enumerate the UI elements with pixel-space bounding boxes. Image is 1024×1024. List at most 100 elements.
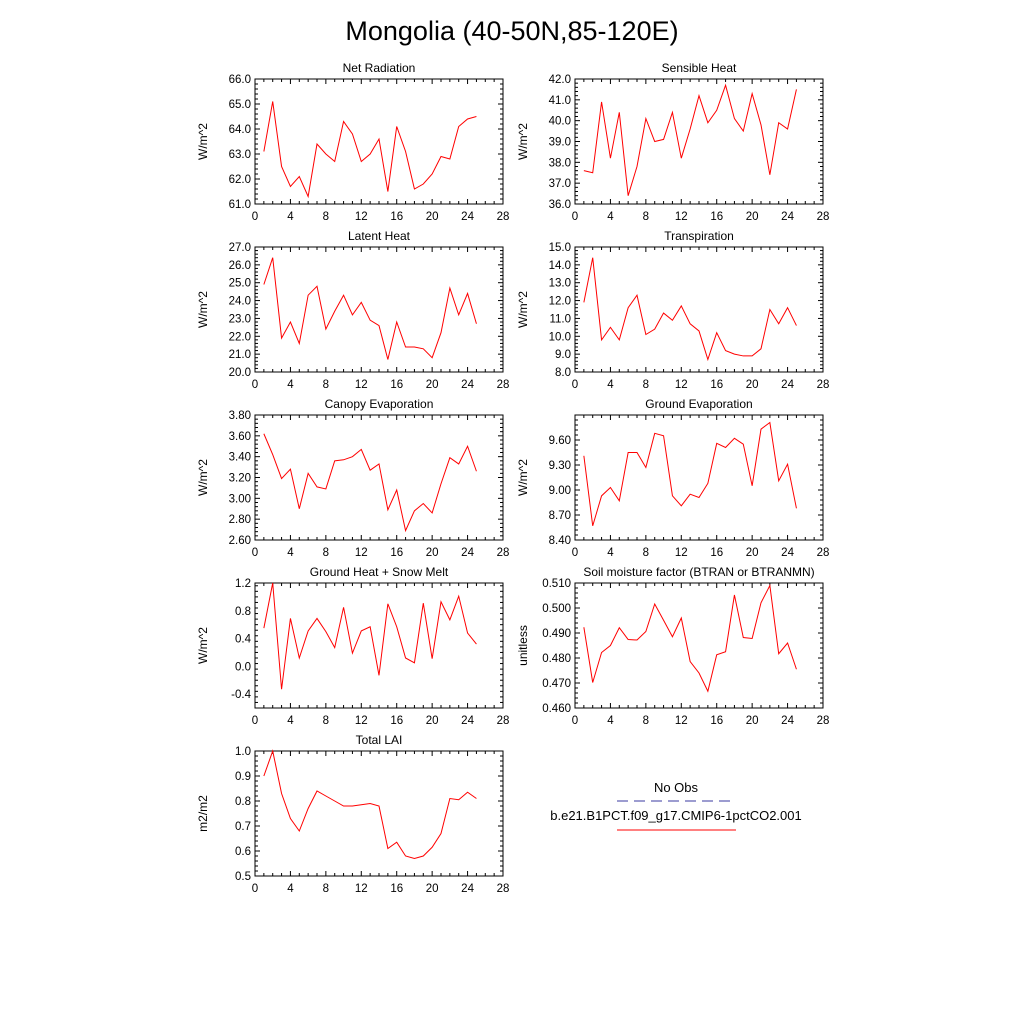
legend-label-no-obs: No Obs xyxy=(654,780,699,795)
x-tick-label: 8 xyxy=(323,211,329,223)
data-point xyxy=(786,306,789,309)
x-tick-label: 24 xyxy=(461,883,474,895)
x-tick-label: 4 xyxy=(287,715,294,727)
panel-title: Transpiration xyxy=(664,229,734,243)
y-tick-label: 37.0 xyxy=(549,178,571,190)
data-point xyxy=(386,358,389,361)
data-point xyxy=(315,285,318,288)
data-point xyxy=(307,629,310,632)
data-point xyxy=(457,313,460,316)
data-point xyxy=(715,653,718,656)
x-tick-label: 28 xyxy=(497,547,510,559)
panel-9: Total LAI 0 4 8 12 16 20 24 28 0.5 0.6 0.7 0.8 0.9 1.0… xyxy=(196,733,509,895)
x-tick-label: 0 xyxy=(252,547,258,559)
x-tick-label: 8 xyxy=(643,211,649,223)
y-tick-label: 39.0 xyxy=(549,137,571,149)
data-point xyxy=(333,160,336,163)
data-point xyxy=(377,674,380,677)
panel-6: Ground Evaporation 0 4 8 12 16 20 24 28 8.40 8.70 9… xyxy=(516,397,829,559)
data-point xyxy=(342,294,345,297)
x-tick-label: 12 xyxy=(355,379,368,391)
data-point xyxy=(742,129,745,132)
data-point xyxy=(271,100,274,103)
data-point xyxy=(759,347,762,350)
series-line xyxy=(583,257,797,362)
data-point xyxy=(591,524,594,527)
data-point xyxy=(627,194,630,197)
x-tick-label: 20 xyxy=(426,211,439,223)
data-point xyxy=(315,485,318,488)
data-point xyxy=(280,688,283,691)
data-point xyxy=(653,432,656,435)
data-point xyxy=(271,256,274,259)
data-point xyxy=(768,173,771,176)
y-tick-label: 40.0 xyxy=(549,116,571,128)
x-tick-label: 12 xyxy=(675,715,688,727)
y-tick-label: 3.60 xyxy=(229,431,251,443)
data-point xyxy=(627,451,630,454)
x-tick-label: 28 xyxy=(817,379,830,391)
y-tick-label: 9.0 xyxy=(555,349,571,361)
data-point xyxy=(360,301,363,304)
data-point xyxy=(609,644,612,647)
data-point xyxy=(680,504,683,507)
data-point xyxy=(475,797,478,800)
data-point xyxy=(324,487,327,490)
y-tick-label: 9.60 xyxy=(549,435,571,447)
data-point xyxy=(439,331,442,334)
data-point xyxy=(751,484,754,487)
series-line xyxy=(263,582,477,690)
x-tick-label: 8 xyxy=(643,715,649,727)
data-point xyxy=(706,121,709,124)
y-tick-label: 25.0 xyxy=(229,278,251,290)
data-point xyxy=(386,847,389,850)
data-point xyxy=(351,455,354,458)
x-tick-label: 20 xyxy=(426,883,439,895)
x-tick-label: 28 xyxy=(817,211,830,223)
y-tick-label: 42.0 xyxy=(549,74,571,86)
y-tick-label: 9.30 xyxy=(549,460,571,472)
data-point xyxy=(262,283,265,286)
y-tick-label: 8.40 xyxy=(549,535,571,547)
x-tick-label: 28 xyxy=(497,211,510,223)
data-point xyxy=(777,479,780,482)
x-tick-label: 20 xyxy=(426,715,439,727)
data-point xyxy=(386,190,389,193)
y-tick-label: 66.0 xyxy=(229,74,251,86)
x-tick-label: 20 xyxy=(426,547,439,559)
y-tick-label: 0.5 xyxy=(235,871,251,883)
data-point xyxy=(786,463,789,466)
data-point xyxy=(377,462,380,465)
data-point xyxy=(715,442,718,445)
y-axis-label: unitless xyxy=(516,625,530,666)
data-point xyxy=(360,629,363,632)
data-point xyxy=(475,115,478,118)
data-point xyxy=(395,488,398,491)
panel-title: Canopy Evaporation xyxy=(325,397,434,411)
x-tick-label: 16 xyxy=(390,547,403,559)
y-tick-label: 13.0 xyxy=(549,278,571,290)
data-point xyxy=(448,157,451,160)
data-point xyxy=(733,117,736,120)
data-point xyxy=(413,857,416,860)
y-tick-label: 65.0 xyxy=(229,99,251,111)
y-axis-label: W/m^2 xyxy=(516,459,530,496)
data-point xyxy=(439,155,442,158)
x-tick-label: 20 xyxy=(426,379,439,391)
data-point xyxy=(262,432,265,435)
y-tick-label: 3.40 xyxy=(229,452,251,464)
data-point xyxy=(733,353,736,356)
x-tick-label: 12 xyxy=(355,547,368,559)
data-point xyxy=(280,477,283,480)
data-point xyxy=(466,445,469,448)
data-point xyxy=(271,749,274,752)
panel-title: Latent Heat xyxy=(348,229,411,243)
y-tick-label: 11.0 xyxy=(549,313,571,325)
data-point xyxy=(724,650,727,653)
data-point xyxy=(298,829,301,832)
x-tick-label: 4 xyxy=(287,547,294,559)
data-point xyxy=(404,854,407,857)
data-point xyxy=(768,421,771,424)
